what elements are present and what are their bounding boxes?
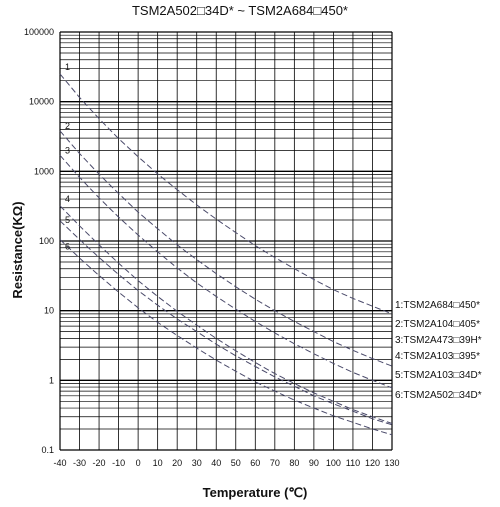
x-tick-label: -40 <box>53 458 66 468</box>
legend-entry: 6:TSM2A502□34D* <box>395 390 482 401</box>
x-tick-label: 50 <box>231 458 241 468</box>
curve-1 <box>59 73 393 315</box>
curve-number-6: 6 <box>65 242 70 252</box>
legend: 1:TSM2A684□450* 2:TSM2A104□405* 3:TSM2A473… <box>395 300 482 401</box>
y-tick-label: 0.1 <box>41 445 54 455</box>
curves <box>59 73 393 436</box>
curve-5 <box>59 220 393 426</box>
y-tick-label: 10 <box>44 306 54 316</box>
y-tick-label: 100000 <box>24 27 54 37</box>
x-tick-label: 120 <box>365 458 380 468</box>
x-tick-label: 60 <box>250 458 260 468</box>
curve-number-1: 1 <box>65 62 70 72</box>
legend-entry: 2:TSM2A104□405* <box>395 319 480 330</box>
y-tick-label: 10000 <box>29 97 54 107</box>
x-tick-label: 90 <box>309 458 319 468</box>
curve-number-5: 5 <box>65 215 70 225</box>
x-tick-label: 20 <box>172 458 182 468</box>
x-tick-labels: -40 -30 -20 -10 0 10 20 30 40 50 60 70 80 90 100 110 120… <box>53 458 399 468</box>
legend-entry: 5:TSM2A103□34D* <box>395 370 482 381</box>
curve-number-2: 2 <box>65 121 70 131</box>
x-tick-label: 80 <box>289 458 299 468</box>
curve-6 <box>59 239 393 436</box>
x-tick-label: 40 <box>211 458 221 468</box>
grid <box>59 31 393 451</box>
x-tick-label: -20 <box>93 458 106 468</box>
curve-numbers: 1 2 3 4 5 6 <box>65 62 70 252</box>
legend-entry: 1:TSM2A684□450* <box>395 300 480 311</box>
x-tick-label: 70 <box>270 458 280 468</box>
x-tick-label: 0 <box>136 458 141 468</box>
y-axis-label: Resistance(KΩ) <box>10 201 25 298</box>
legend-entry: 3:TSM2A473□39H* <box>395 335 482 346</box>
chart-title: TSM2A502□34D* ~ TSM2A684□450* <box>132 3 348 18</box>
x-tick-label: -30 <box>73 458 86 468</box>
curve-3 <box>59 154 393 389</box>
y-tick-label: 100 <box>39 236 54 246</box>
x-tick-label: 10 <box>153 458 163 468</box>
y-tick-labels: 0.1 1 10 100 1000 10000 100000 <box>24 27 54 455</box>
y-tick-label: 1000 <box>34 166 54 176</box>
x-tick-label: 100 <box>326 458 341 468</box>
x-tick-label: 30 <box>192 458 202 468</box>
x-axis-label: Temperature (℃) <box>203 485 308 500</box>
x-tick-label: -10 <box>112 458 125 468</box>
y-tick-label: 1 <box>49 375 54 385</box>
curve-4 <box>59 205 393 424</box>
x-tick-label: 130 <box>384 458 399 468</box>
x-tick-label: 110 <box>346 458 360 468</box>
curve-number-4: 4 <box>65 194 70 204</box>
curve-2 <box>59 130 393 367</box>
legend-entry: 4:TSM2A103□395* <box>395 351 480 362</box>
curve-number-3: 3 <box>65 145 70 155</box>
